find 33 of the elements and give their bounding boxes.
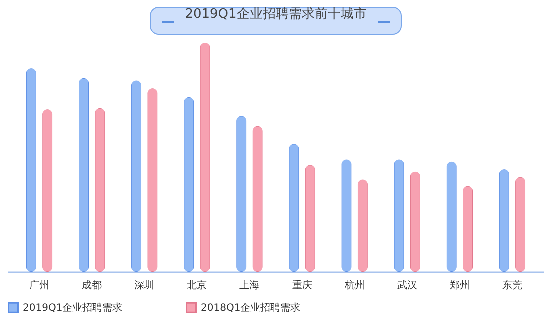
x-tick-label: 重庆 (292, 280, 312, 292)
bar (236, 116, 247, 272)
bar (516, 177, 526, 272)
legend-label: 2018Q1企业招聘需求 (201, 302, 301, 314)
bar (342, 160, 352, 272)
bar (289, 144, 300, 272)
bar (394, 160, 404, 272)
bar (200, 43, 210, 272)
x-tick-label: 北京 (187, 280, 208, 292)
x-tick-label: 武汉 (397, 280, 418, 292)
legend-label: 2019Q1企业招聘需求 (23, 302, 123, 314)
bar (42, 110, 53, 272)
bar (358, 180, 368, 272)
x-tick-label: 深圳 (134, 280, 155, 292)
bar (78, 78, 89, 272)
x-tick-label: 广州 (30, 280, 50, 292)
bar (446, 162, 457, 272)
x-tick-label: 上海 (240, 280, 260, 292)
bar (463, 186, 474, 272)
bar (499, 170, 510, 272)
bar (26, 68, 36, 272)
x-tick-label: 东莞 (502, 280, 522, 292)
bar (95, 108, 106, 272)
x-tick-label: 杭州 (344, 280, 365, 292)
chart-title: 2019Q1企业招聘需求前十城市 (185, 7, 367, 22)
bar (410, 172, 420, 272)
x-tick-label: 成都 (82, 280, 102, 292)
bar (252, 126, 263, 272)
bar (148, 88, 158, 272)
bar (305, 165, 316, 272)
bar (132, 80, 142, 272)
x-tick-label: 郑州 (450, 280, 470, 292)
bar (184, 98, 194, 272)
